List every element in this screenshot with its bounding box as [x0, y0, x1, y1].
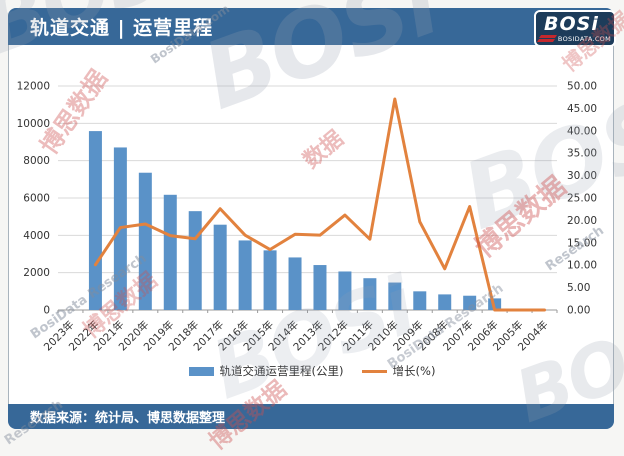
bar-2013年	[313, 265, 327, 310]
y-axis-right-tick-label: 35.00	[567, 148, 597, 160]
y-axis-left-tick-label: 2000	[23, 267, 50, 279]
line-series-swatch	[361, 369, 387, 373]
brand-logo: BOSi BOSIDATA.COM	[534, 10, 616, 47]
bar-series-swatch	[188, 366, 214, 376]
y-axis-right-tick-label: 25.00	[567, 193, 597, 205]
legend-item-mileage: 轨道交通运营里程(公里)	[188, 363, 344, 379]
legend-item-growth: 增长(%)	[361, 363, 436, 379]
bar-2009年	[413, 291, 427, 310]
brand-logo-domain: BOSIDATA.COM	[557, 35, 611, 43]
chart-legend: 轨道交通运营里程(公里) 增长(%)	[0, 361, 624, 381]
y-axis-left-tick-label: 4000	[23, 230, 50, 242]
bar-2017年	[213, 224, 227, 310]
y-axis-right-tick-label: 5.00	[567, 282, 590, 294]
logo-stripe-icon	[536, 39, 556, 42]
y-axis-right-tick-label: 15.00	[567, 237, 597, 249]
y-axis-left-tick-label: 0	[43, 305, 50, 317]
bar-2015年	[263, 250, 277, 310]
y-axis-right-tick-label: 45.00	[567, 103, 597, 115]
logo-stripe-icon	[538, 35, 558, 38]
bar-2007年	[463, 295, 477, 310]
brand-logo-text: BOSi	[544, 13, 599, 35]
bar-2020年	[138, 172, 152, 310]
bar-2014年	[288, 257, 302, 310]
legend-label-growth: 增长(%)	[392, 364, 436, 378]
y-axis-right-tick-label: 10.00	[567, 260, 597, 272]
growth-line	[93, 97, 547, 312]
footer-bar: 数据来源：统计局、博思数据整理	[8, 404, 614, 429]
bar-2008年	[438, 294, 452, 310]
bar-2018年	[188, 211, 202, 310]
chart-card	[8, 8, 614, 429]
y-axis-right-tick-label: 40.00	[567, 125, 597, 137]
bar-2022年	[88, 131, 102, 310]
header-bar: 轨道交通 | 运营里程	[8, 8, 614, 45]
y-axis-right-tick-label: 30.00	[567, 170, 597, 182]
bar-2016年	[238, 240, 252, 310]
y-axis-left-tick-label: 10000	[17, 118, 50, 130]
bar-2011年	[363, 278, 377, 310]
y-axis-right-tick-label: 20.00	[567, 215, 597, 227]
y-axis-left-tick-label: 8000	[23, 155, 50, 167]
y-axis-left-tick-label: 12000	[17, 81, 50, 93]
data-source-text: 数据来源：统计局、博思数据整理	[30, 411, 226, 426]
mileage-growth-chart: 0 2000 4000 6000 8000 10000 12000 0.00 5.00 10.00…	[17, 81, 597, 354]
y-axis-right-tick-label: 50.00	[567, 81, 597, 93]
bar-2010年	[388, 282, 402, 310]
page-title: 轨道交通 | 运营里程	[30, 17, 214, 39]
bar-2012年	[338, 271, 352, 310]
legend-label-mileage: 轨道交通运营里程(公里)	[219, 364, 344, 378]
y-axis-right-tick-label: 0.00	[567, 305, 590, 317]
y-axis-left-tick-label: 6000	[23, 193, 50, 205]
bar-2019年	[163, 194, 177, 310]
